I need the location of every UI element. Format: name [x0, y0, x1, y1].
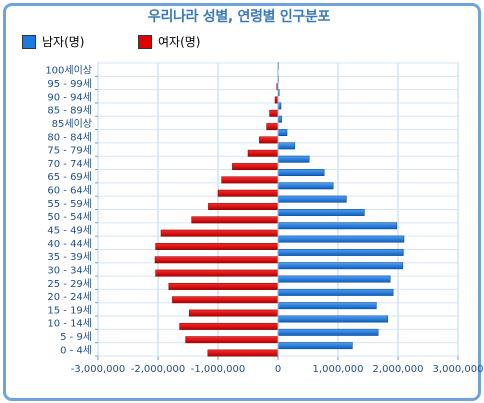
female-bar: [259, 136, 279, 144]
y-tick-label: 45 - 49세: [47, 224, 92, 236]
y-tick-label: 80 - 84세: [47, 131, 92, 143]
y-tick-label: 65 - 69세: [47, 171, 92, 183]
female-bar: [155, 269, 279, 277]
male-bar: [277, 315, 389, 323]
y-tick-label: 70 - 74세: [47, 158, 92, 170]
male-bar: [277, 275, 391, 283]
y-tick-label: 90 - 94세: [47, 91, 92, 103]
y-tick-label: 75 - 79세: [47, 145, 92, 157]
x-tick-label: 3,000,000: [433, 364, 484, 375]
y-tick-label: 10 - 14세: [47, 318, 92, 330]
x-tick-label: -1,000,000: [191, 364, 246, 375]
legend-swatch-female: [138, 34, 152, 49]
legend-label-female: 여자(명): [158, 35, 201, 49]
female-bar: [160, 229, 279, 237]
male-bar: [277, 182, 334, 190]
female-bar: [188, 309, 279, 317]
male-bar: [277, 248, 404, 256]
female-bar: [217, 189, 279, 197]
female-bar: [207, 349, 279, 357]
female-bar: [247, 149, 279, 157]
female-bar: [221, 176, 279, 184]
female-bar: [172, 296, 279, 304]
y-tick-label: 25 - 29세: [47, 278, 92, 290]
male-bar: [277, 195, 347, 203]
x-tick-label: 0: [275, 364, 281, 375]
y-tick-label: 30 - 34세: [47, 264, 92, 276]
y-tick-label: 85 - 89세: [47, 105, 92, 117]
female-bar: [179, 322, 279, 330]
female-bar: [269, 109, 279, 117]
male-bar: [277, 328, 379, 336]
male-bar: [277, 155, 310, 163]
x-tick-label: 1,000,000: [313, 364, 364, 375]
male-bar: [277, 115, 282, 123]
male-bar: [277, 235, 405, 243]
legend-item-male: 남자(명): [22, 33, 84, 50]
female-bar: [208, 203, 279, 210]
y-tick-label: 35 - 39세: [47, 251, 92, 263]
x-tick-label: 2,000,000: [373, 364, 424, 375]
male-bar: [277, 342, 353, 350]
legend-label-male: 남자(명): [42, 35, 85, 49]
male-bar: [277, 142, 296, 150]
y-tick-label: 5 - 9세: [60, 331, 92, 343]
male-bar: [277, 222, 398, 230]
male-bar: [277, 288, 394, 296]
y-tick-label: 40 - 44세: [47, 238, 92, 250]
y-tick-label: 60 - 64세: [47, 185, 92, 197]
chart-title: 우리나라 성별, 연령별 인구분포: [147, 9, 331, 25]
legend-item-female: 여자(명): [138, 33, 200, 50]
y-tick-label: 0 - 4세: [60, 344, 92, 356]
y-tick-label: 20 - 24세: [47, 291, 92, 303]
y-tick-label: 85세이상: [52, 118, 92, 130]
y-tick-label: 100세이상: [45, 65, 92, 77]
female-bar: [266, 123, 279, 131]
male-bar: [277, 209, 365, 216]
male-bar: [277, 262, 404, 270]
female-bar: [155, 243, 279, 250]
female-bar: [191, 216, 279, 224]
x-tick-label: -2,000,000: [131, 364, 186, 375]
y-tick-label: 15 - 19세: [47, 304, 92, 316]
female-bar: [154, 256, 279, 264]
female-bar: [232, 163, 279, 171]
y-tick-label: 50 - 54세: [47, 211, 92, 223]
y-tick-label: 55 - 59세: [47, 198, 92, 210]
y-tick-label: 95 - 99세: [47, 78, 92, 90]
male-bar: [277, 302, 377, 310]
female-bar: [168, 283, 279, 290]
female-bar: [185, 336, 279, 344]
x-tick-label: -3,000,000: [71, 364, 126, 375]
male-bar: [277, 169, 325, 176]
legend-swatch-male: [22, 34, 36, 49]
male-bar: [277, 129, 288, 136]
